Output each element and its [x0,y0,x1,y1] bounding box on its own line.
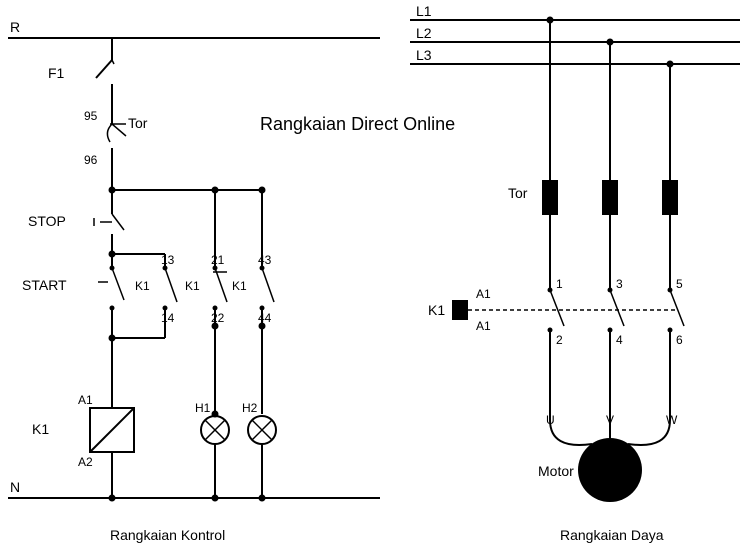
svg-text:6: 6 [676,333,683,347]
svg-text:96: 96 [84,153,98,167]
svg-text:STOP: STOP [28,213,66,229]
svg-text:4: 4 [616,333,623,347]
svg-text:95: 95 [84,109,98,123]
svg-text:Motor: Motor [538,463,574,479]
svg-text:H2: H2 [242,401,258,415]
svg-text:F1: F1 [48,65,65,81]
svg-text:Tor: Tor [508,185,528,201]
svg-text:5: 5 [676,277,683,291]
svg-text:44: 44 [258,311,272,325]
svg-text:K1: K1 [135,279,150,293]
svg-text:L1: L1 [416,3,432,19]
svg-text:21: 21 [211,253,225,267]
svg-text:K1: K1 [32,421,49,437]
svg-text:N: N [10,479,20,495]
svg-text:K1: K1 [185,279,200,293]
svg-text:W: W [666,413,678,427]
svg-text:Tor: Tor [128,115,148,131]
svg-text:START: START [22,277,67,293]
svg-text:3: 3 [616,277,623,291]
svg-text:22: 22 [211,311,225,325]
svg-text:14: 14 [161,311,175,325]
svg-text:H1: H1 [195,401,211,415]
svg-text:A1: A1 [78,393,93,407]
svg-text:L3: L3 [416,47,432,63]
svg-text:2: 2 [556,333,563,347]
svg-text:A2: A2 [78,455,93,469]
svg-text:13: 13 [161,253,175,267]
svg-text:Rangkaian Daya: Rangkaian Daya [560,527,664,543]
svg-text:A1: A1 [476,287,491,301]
svg-text:L2: L2 [416,25,432,41]
svg-text:K1: K1 [428,302,445,318]
svg-text:R: R [10,19,20,35]
svg-text:43: 43 [258,253,272,267]
svg-text:A1: A1 [476,319,491,333]
svg-text:Rangkaian Direct Online: Rangkaian Direct Online [260,114,455,134]
svg-text:K1: K1 [232,279,247,293]
svg-text:1: 1 [556,277,563,291]
svg-text:Rangkaian Kontrol: Rangkaian Kontrol [110,527,225,543]
